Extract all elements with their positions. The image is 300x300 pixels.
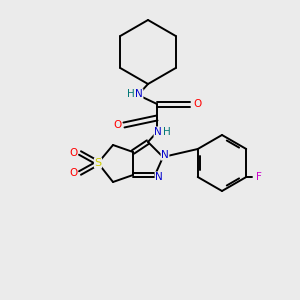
Text: N: N (154, 127, 162, 137)
Text: S: S (94, 158, 102, 168)
Text: O: O (69, 148, 77, 158)
Text: O: O (113, 120, 121, 130)
Text: N: N (161, 150, 169, 160)
Text: N: N (155, 172, 163, 182)
Text: N: N (135, 89, 143, 99)
Text: O: O (69, 168, 77, 178)
Text: H: H (127, 89, 135, 99)
Text: O: O (193, 99, 201, 109)
Text: F: F (256, 172, 262, 182)
Text: H: H (163, 127, 171, 137)
